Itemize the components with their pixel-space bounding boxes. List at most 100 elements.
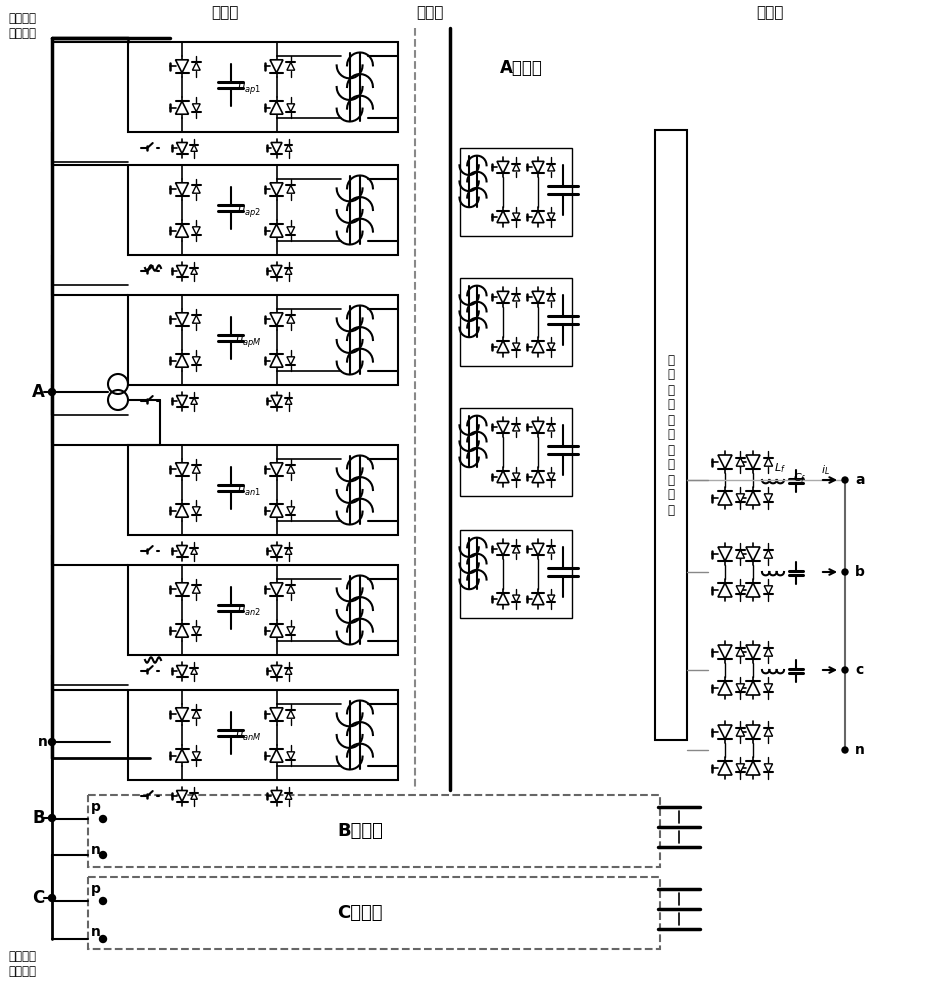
Polygon shape <box>176 546 188 556</box>
Polygon shape <box>190 268 197 274</box>
Polygon shape <box>287 357 295 365</box>
Polygon shape <box>736 728 744 736</box>
Polygon shape <box>270 354 283 367</box>
Polygon shape <box>532 421 544 433</box>
Circle shape <box>842 747 848 753</box>
Bar <box>128 295 398 385</box>
Text: $u_{apM}$: $u_{apM}$ <box>235 334 262 349</box>
Polygon shape <box>764 764 773 772</box>
Polygon shape <box>746 583 760 597</box>
Polygon shape <box>764 458 773 466</box>
Circle shape <box>100 816 107 822</box>
Polygon shape <box>270 749 283 762</box>
Polygon shape <box>764 728 773 736</box>
Polygon shape <box>175 504 188 517</box>
Polygon shape <box>270 463 283 476</box>
Polygon shape <box>718 725 732 739</box>
Polygon shape <box>175 354 188 367</box>
Text: A: A <box>32 383 45 401</box>
Polygon shape <box>175 313 188 326</box>
Polygon shape <box>512 546 520 553</box>
Circle shape <box>49 894 55 902</box>
Polygon shape <box>175 749 188 762</box>
Polygon shape <box>287 185 295 193</box>
Polygon shape <box>718 547 732 561</box>
Polygon shape <box>175 463 188 476</box>
Polygon shape <box>270 101 283 114</box>
Text: $C_f$: $C_f$ <box>793 471 806 485</box>
Polygon shape <box>718 455 732 469</box>
Polygon shape <box>192 752 200 760</box>
Polygon shape <box>736 648 744 656</box>
Text: $u_{an1}$: $u_{an1}$ <box>236 485 261 498</box>
Polygon shape <box>497 421 509 433</box>
Polygon shape <box>270 708 283 721</box>
Polygon shape <box>287 752 295 760</box>
Polygon shape <box>286 268 292 274</box>
Polygon shape <box>192 357 200 365</box>
Polygon shape <box>547 546 555 553</box>
Polygon shape <box>192 62 200 70</box>
Polygon shape <box>736 684 744 692</box>
Polygon shape <box>176 790 188 802</box>
Text: $u_{ap2}$: $u_{ap2}$ <box>236 204 261 219</box>
Polygon shape <box>176 142 188 153</box>
Text: B: B <box>32 809 45 827</box>
Polygon shape <box>497 543 509 555</box>
Polygon shape <box>764 550 773 558</box>
Polygon shape <box>512 595 520 602</box>
Polygon shape <box>192 507 200 515</box>
Text: 隔离级: 隔离级 <box>416 5 444 20</box>
Polygon shape <box>270 313 283 326</box>
Polygon shape <box>547 473 555 480</box>
Polygon shape <box>512 294 520 301</box>
Polygon shape <box>192 185 200 193</box>
Bar <box>128 445 398 535</box>
Text: C: C <box>32 889 44 907</box>
Polygon shape <box>497 593 509 605</box>
Polygon shape <box>718 645 732 659</box>
Polygon shape <box>532 593 544 605</box>
Polygon shape <box>532 291 544 303</box>
Polygon shape <box>270 504 283 517</box>
Polygon shape <box>287 465 295 473</box>
Polygon shape <box>287 627 295 635</box>
Polygon shape <box>175 101 188 114</box>
Bar <box>128 565 398 655</box>
Text: c: c <box>855 663 863 677</box>
Polygon shape <box>190 668 197 674</box>
Text: $L_f$: $L_f$ <box>774 461 786 475</box>
Polygon shape <box>190 398 197 404</box>
Bar <box>128 165 398 255</box>
Polygon shape <box>190 793 197 799</box>
Text: p: p <box>91 882 101 896</box>
Polygon shape <box>270 624 283 637</box>
Polygon shape <box>271 142 282 153</box>
Polygon shape <box>532 211 544 223</box>
Polygon shape <box>192 315 200 323</box>
Polygon shape <box>192 104 200 112</box>
Polygon shape <box>497 341 509 353</box>
Polygon shape <box>497 161 509 173</box>
Text: $i_L$: $i_L$ <box>821 463 829 477</box>
Polygon shape <box>175 624 188 637</box>
Polygon shape <box>746 761 760 775</box>
Polygon shape <box>192 585 200 593</box>
Polygon shape <box>175 224 188 237</box>
Polygon shape <box>286 398 292 404</box>
Text: 高压级: 高压级 <box>211 5 239 20</box>
Polygon shape <box>718 681 732 695</box>
Polygon shape <box>532 161 544 173</box>
Polygon shape <box>175 583 188 596</box>
Polygon shape <box>512 343 520 350</box>
Polygon shape <box>532 341 544 353</box>
Circle shape <box>100 898 107 904</box>
Polygon shape <box>746 645 760 659</box>
Polygon shape <box>176 395 188 406</box>
Polygon shape <box>286 145 292 151</box>
Polygon shape <box>512 213 520 220</box>
Polygon shape <box>764 494 773 502</box>
Polygon shape <box>176 265 188 276</box>
Text: n: n <box>38 735 48 749</box>
Circle shape <box>49 738 55 746</box>
